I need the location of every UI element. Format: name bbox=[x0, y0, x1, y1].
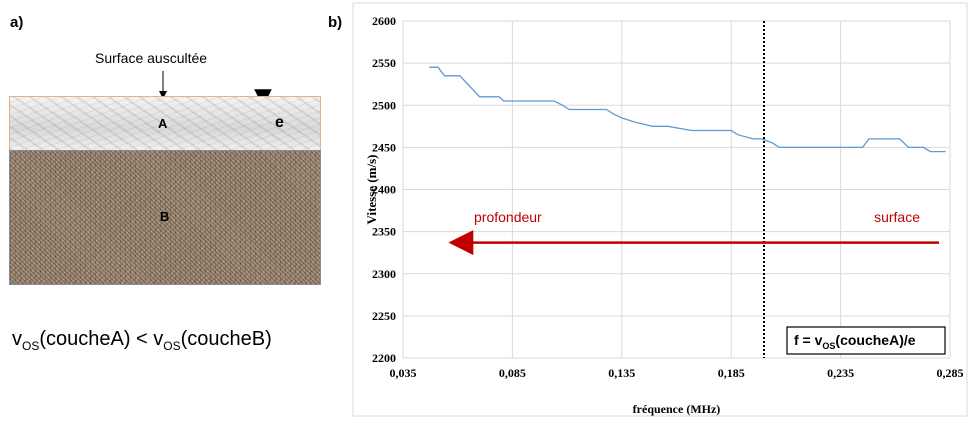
x-tick-label: 0,235 bbox=[827, 366, 854, 380]
relation-left: (coucheA) < bbox=[39, 328, 154, 350]
y-tick-label: 2600 bbox=[372, 14, 396, 28]
y-tick-label: 2450 bbox=[372, 140, 396, 154]
relation-sub1: OS bbox=[22, 339, 40, 353]
thickness-label: e bbox=[275, 114, 284, 131]
surface-label: Surface auscultée bbox=[95, 50, 208, 66]
panel-a-label: a) bbox=[10, 14, 24, 31]
x-axis-title: fréquence (MHz) bbox=[633, 402, 721, 416]
y-tick-label: 2400 bbox=[372, 183, 396, 197]
y-tick-label: 2250 bbox=[372, 309, 396, 323]
velocity-relation: vOS(coucheA) < vOS(coucheB) bbox=[12, 328, 272, 353]
series-line bbox=[429, 66, 946, 153]
y-tick-label: 2500 bbox=[372, 98, 396, 112]
x-tick-label: 0,035 bbox=[390, 366, 417, 380]
profondeur-label: profondeur bbox=[474, 209, 542, 225]
layer-a-label: A bbox=[158, 116, 168, 131]
y-tick-label: 2300 bbox=[372, 267, 396, 281]
relation-right: (coucheB) bbox=[180, 328, 272, 350]
surface-label-chart: surface bbox=[874, 209, 920, 225]
chart-annotations: profondeur surface f = vOS(coucheA)/e bbox=[448, 21, 946, 358]
panel-b-label: b) bbox=[328, 14, 343, 31]
chart-border bbox=[352, 2, 968, 417]
y-axis-title: Vitesse (m/s) bbox=[364, 155, 379, 225]
chart-series bbox=[429, 66, 946, 153]
x-tick-label: 0,135 bbox=[608, 366, 635, 380]
relation-v2: v bbox=[153, 328, 164, 350]
x-tick-label: 0,285 bbox=[937, 366, 964, 380]
y-tick-label: 2350 bbox=[372, 225, 396, 239]
x-tick-label: 0,085 bbox=[499, 366, 526, 380]
frequency-formula-box bbox=[786, 326, 946, 355]
chart-ticks: 2200 2250 2300 2350 2400 2450 2500 2550 2600 0,03… bbox=[364, 14, 964, 416]
layer-b bbox=[9, 150, 321, 285]
layer-b-label: B bbox=[160, 209, 170, 224]
y-tick-label: 2550 bbox=[372, 56, 396, 70]
frequency-formula: f = vOS(coucheA)/e bbox=[794, 332, 916, 351]
chart-grid bbox=[402, 20, 951, 359]
relation-v1: v bbox=[12, 328, 22, 350]
relation-sub2: OS bbox=[163, 339, 181, 353]
x-tick-label: 0,185 bbox=[718, 366, 745, 380]
y-tick-label: 2200 bbox=[372, 351, 396, 365]
